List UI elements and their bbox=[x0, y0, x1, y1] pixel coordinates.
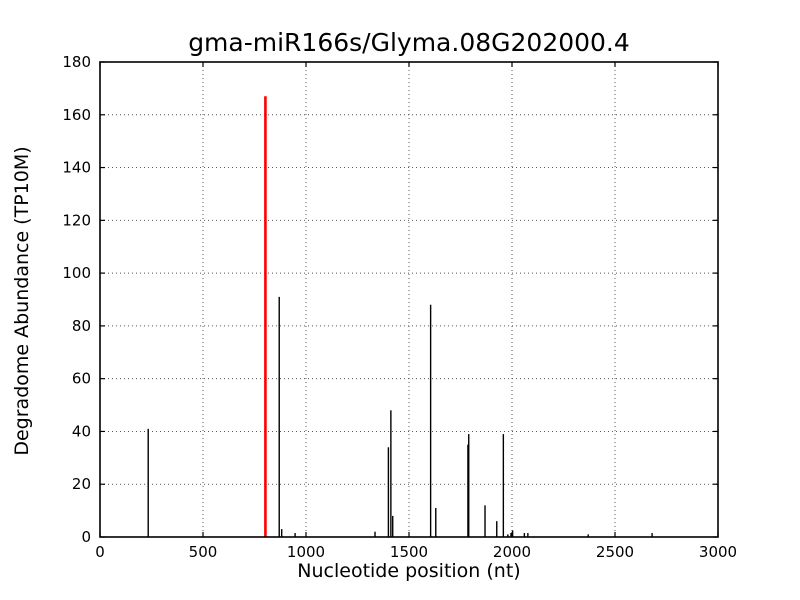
x-tick-label: 2000 bbox=[493, 543, 531, 561]
y-tick-label: 60 bbox=[72, 370, 91, 388]
x-tick-label: 3000 bbox=[699, 543, 737, 561]
x-tick-label: 1000 bbox=[287, 543, 325, 561]
y-tick-label: 80 bbox=[72, 317, 91, 335]
y-tick-label: 20 bbox=[72, 475, 91, 493]
y-tick-label: 180 bbox=[62, 53, 91, 71]
y-tick-label: 100 bbox=[62, 264, 91, 282]
y-tick-label: 160 bbox=[62, 106, 91, 124]
chart-title: gma-miR166s/Glyma.08G202000.4 bbox=[188, 28, 630, 57]
x-tick-label: 500 bbox=[189, 543, 218, 561]
axes-frame bbox=[99, 61, 719, 538]
y-axis-label: Degradome Abundance (TP10M) bbox=[11, 146, 33, 456]
y-tick-label: 0 bbox=[81, 528, 91, 546]
y-tick-label: 120 bbox=[62, 211, 91, 229]
x-axis-label: Nucleotide position (nt) bbox=[297, 560, 521, 582]
y-tick-label: 40 bbox=[72, 422, 91, 440]
x-tick-label: 2500 bbox=[596, 543, 634, 561]
x-tick-label: 1500 bbox=[390, 543, 428, 561]
y-tick-label: 140 bbox=[62, 159, 91, 177]
x-tick-label: 0 bbox=[95, 543, 105, 561]
